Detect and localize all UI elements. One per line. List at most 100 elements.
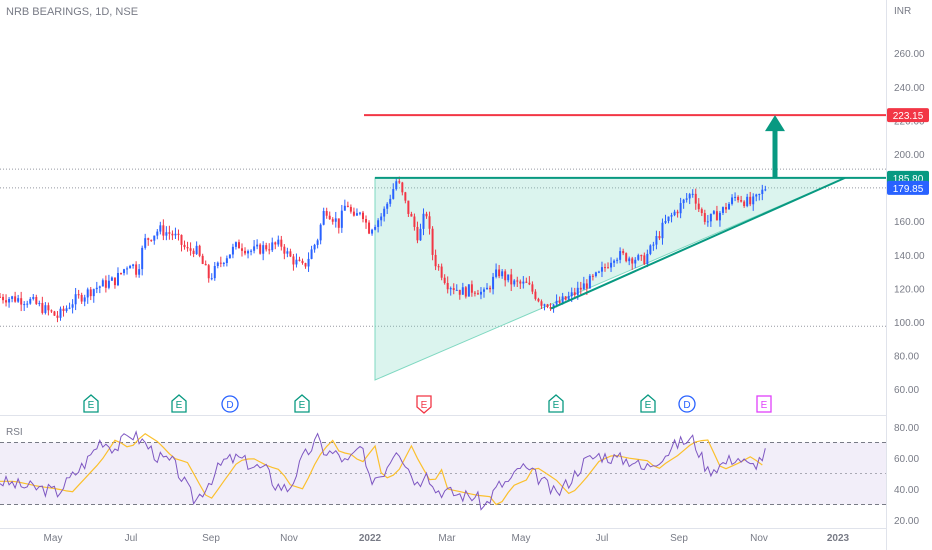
candle-body: [640, 255, 643, 257]
candle-body: [637, 255, 640, 260]
candle-body: [153, 235, 156, 241]
candle-body: [610, 262, 613, 268]
candle-body: [361, 212, 364, 220]
dividend-icon: [221, 395, 239, 413]
rsi-tick-label: 20.00: [894, 516, 919, 527]
symbol-title[interactable]: NRB BEARINGS, 1D, NSE: [6, 6, 139, 18]
price-pane[interactable]: [0, 114, 886, 381]
candle-body: [467, 284, 470, 297]
candle-body: [365, 219, 368, 223]
candle-body: [407, 200, 410, 214]
candle-body: [228, 254, 231, 259]
earnings-icon: [294, 394, 310, 413]
candle-body: [676, 211, 679, 214]
time-tick-label: May: [512, 533, 531, 544]
candle-body: [237, 242, 240, 249]
candle-body: [473, 292, 476, 294]
candle-body: [452, 288, 455, 290]
candle-body: [113, 277, 116, 286]
rsi-tick-label: 80.00: [894, 423, 919, 434]
time-tick-label: Sep: [670, 533, 688, 544]
candle-body: [576, 287, 579, 295]
event-marker-earnings-upcoming: E: [756, 395, 772, 413]
candle-body: [479, 291, 482, 295]
candle-body: [619, 251, 622, 260]
candle-body: [159, 225, 162, 232]
candle-body: [29, 298, 32, 304]
candle-body: [183, 244, 186, 248]
candle-body: [165, 232, 168, 236]
candle-body: [470, 284, 473, 293]
candle-body: [177, 233, 180, 235]
rsi-pane[interactable]: 80.00 60.00 40.00 20.00: [0, 423, 919, 527]
event-letter: E: [299, 400, 306, 411]
price-tick-label: 260.00: [894, 49, 925, 60]
time-axis[interactable]: May Jul Sep Nov 2022 Mar May Jul Sep Nov 2023: [44, 533, 850, 544]
candle-body: [685, 198, 688, 200]
candle-body: [322, 211, 325, 225]
candle-body: [116, 272, 119, 286]
candle-body: [23, 304, 26, 306]
candle-body: [573, 292, 576, 295]
candle-body: [11, 296, 14, 299]
candle-body: [482, 289, 485, 292]
candle-body: [240, 248, 243, 251]
time-tick-label: Sep: [202, 533, 220, 544]
candle-body: [758, 194, 761, 196]
candle-body: [316, 240, 319, 245]
price-tick-label: 160.00: [894, 217, 925, 228]
event-letter: D: [226, 400, 233, 411]
candle-body: [307, 258, 310, 267]
candle-body: [234, 242, 237, 247]
candle-body: [262, 245, 265, 254]
candle-body: [129, 265, 132, 269]
currency-label[interactable]: INR: [894, 6, 912, 17]
candle-body: [244, 250, 247, 254]
candle-body: [95, 287, 98, 290]
candle-body: [92, 289, 95, 297]
candle-body: [622, 251, 625, 254]
candle-body: [476, 293, 479, 295]
candle-body: [0, 296, 1, 298]
rsi-ma-line: [0, 432, 763, 506]
candle-body: [670, 215, 673, 217]
candle-body: [567, 296, 570, 300]
candle-body: [298, 259, 301, 261]
candle-body: [201, 255, 204, 264]
candle-body: [56, 315, 59, 318]
candle-body: [746, 196, 749, 207]
candle-body: [728, 203, 731, 210]
price-label-badge: [887, 108, 929, 123]
candle-body: [703, 213, 706, 222]
target-arrow-head: [765, 115, 785, 132]
candle-body: [607, 267, 610, 269]
candle-body: [600, 267, 603, 272]
candle-body: [247, 251, 250, 254]
candle-body: [349, 206, 352, 212]
candle-body: [295, 259, 298, 265]
candle-body: [355, 213, 358, 216]
candle-body: [734, 196, 737, 198]
candle-body: [204, 263, 207, 266]
candle-body: [289, 251, 292, 257]
candle-body: [253, 246, 256, 251]
candle-body: [431, 228, 434, 255]
candle-body: [591, 275, 594, 277]
candle-body: [634, 259, 637, 264]
candle-body: [740, 200, 743, 202]
candle-body: [325, 211, 328, 216]
candle-body: [625, 253, 628, 262]
event-marker-earnings-up: E: [294, 394, 310, 413]
candle-body: [352, 211, 355, 216]
candle-body: [507, 274, 510, 281]
price-axis[interactable]: 260.00240.00220.00200.00180.00160.00140.…: [887, 49, 929, 396]
candle-body: [613, 260, 616, 263]
event-marker-earnings-up: E: [171, 394, 187, 413]
candle-body: [86, 289, 89, 298]
rsi-indicator-label[interactable]: RSI: [6, 427, 23, 438]
candle-body: [274, 242, 277, 245]
candle-body: [449, 288, 452, 290]
candle-body: [62, 308, 65, 311]
candle-body: [386, 203, 389, 209]
